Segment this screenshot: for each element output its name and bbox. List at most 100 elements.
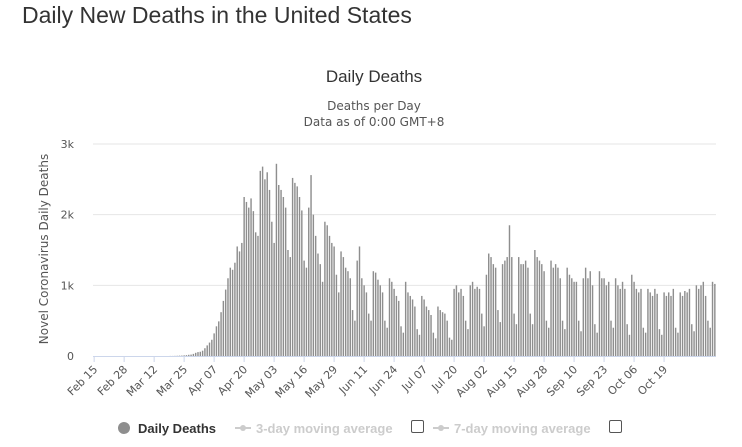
bar[interactable] [381, 292, 384, 356]
bar[interactable] [670, 295, 672, 356]
bar[interactable] [515, 324, 518, 356]
bar[interactable] [464, 320, 467, 356]
bar[interactable] [236, 246, 238, 356]
bar[interactable] [310, 175, 312, 356]
bar[interactable] [631, 274, 633, 356]
bar[interactable] [388, 278, 391, 356]
bar[interactable] [289, 257, 291, 356]
bar[interactable] [391, 281, 393, 356]
bar[interactable] [287, 250, 289, 356]
bar[interactable] [559, 278, 561, 356]
bar[interactable] [460, 288, 462, 356]
bar[interactable] [365, 292, 368, 356]
bar[interactable] [338, 292, 340, 356]
bar[interactable] [587, 278, 589, 356]
bar[interactable] [672, 288, 675, 356]
bar[interactable] [268, 189, 271, 356]
bar[interactable] [594, 324, 596, 356]
bar[interactable] [550, 260, 552, 356]
bar[interactable] [407, 292, 409, 356]
bar[interactable] [651, 295, 654, 356]
bar[interactable] [488, 253, 490, 356]
bar[interactable] [448, 337, 451, 356]
bar[interactable] [529, 313, 531, 356]
bar[interactable] [511, 257, 513, 356]
bar[interactable] [504, 260, 506, 356]
bar[interactable] [358, 246, 361, 356]
bar[interactable] [688, 288, 691, 356]
bar[interactable] [259, 170, 261, 356]
bar[interactable] [481, 313, 483, 356]
bar[interactable] [194, 352, 197, 356]
bar[interactable] [520, 264, 522, 356]
bar[interactable] [192, 353, 195, 356]
legend-checkbox[interactable] [411, 420, 424, 433]
bar[interactable] [589, 271, 591, 356]
bar[interactable] [434, 338, 437, 356]
bar[interactable] [568, 274, 571, 356]
bar[interactable] [714, 283, 716, 356]
bar[interactable] [538, 260, 541, 356]
bar[interactable] [321, 281, 324, 356]
bar[interactable] [506, 257, 508, 356]
bar[interactable] [451, 339, 453, 356]
bar[interactable] [637, 292, 640, 356]
bar[interactable] [619, 288, 621, 356]
bar[interactable] [647, 288, 649, 356]
bar[interactable] [220, 312, 222, 356]
bar[interactable] [252, 211, 255, 356]
bar[interactable] [681, 295, 684, 356]
bar[interactable] [566, 267, 568, 356]
bar[interactable] [658, 329, 661, 356]
bar[interactable] [227, 278, 229, 356]
bar[interactable] [702, 281, 705, 356]
bar[interactable] [499, 322, 501, 356]
bar[interactable] [541, 264, 543, 356]
bar[interactable] [610, 320, 612, 356]
bar[interactable] [531, 324, 534, 356]
bar[interactable] [474, 288, 476, 356]
bar[interactable] [324, 221, 326, 356]
legend-item-7-day-average[interactable]: 7-day moving average [433, 418, 591, 438]
bar[interactable] [211, 339, 213, 356]
bar[interactable] [695, 285, 698, 356]
bar[interactable] [508, 225, 511, 356]
bar[interactable] [478, 288, 481, 356]
bar[interactable] [183, 355, 185, 356]
bar[interactable] [462, 295, 465, 356]
bar[interactable] [640, 288, 642, 356]
bar[interactable] [234, 262, 236, 356]
bar[interactable] [409, 295, 411, 356]
bar[interactable] [404, 281, 407, 356]
bar[interactable] [425, 306, 428, 356]
bar[interactable] [674, 327, 677, 356]
bar[interactable] [513, 313, 515, 356]
bar[interactable] [398, 300, 400, 356]
bar[interactable] [368, 313, 370, 356]
bar[interactable] [467, 329, 469, 356]
bar[interactable] [231, 269, 234, 356]
bar[interactable] [642, 327, 645, 356]
bar[interactable] [291, 177, 294, 356]
bar[interactable] [273, 242, 275, 356]
bar[interactable] [607, 281, 610, 356]
bar[interactable] [305, 267, 308, 356]
bar[interactable] [527, 267, 529, 356]
bar[interactable] [573, 281, 575, 356]
bar[interactable] [229, 267, 232, 356]
bar[interactable] [693, 331, 695, 356]
bar[interactable] [437, 306, 439, 356]
bar[interactable] [711, 281, 714, 356]
bar[interactable] [354, 320, 356, 356]
bar[interactable] [439, 310, 441, 356]
bar[interactable] [402, 332, 405, 356]
bar[interactable] [384, 320, 386, 356]
bar[interactable] [326, 225, 328, 356]
bar[interactable] [294, 182, 296, 356]
bar[interactable] [370, 320, 372, 356]
bar[interactable] [250, 198, 252, 356]
bar[interactable] [633, 281, 635, 356]
bar[interactable] [580, 331, 582, 356]
bar[interactable] [222, 300, 225, 356]
bar[interactable] [534, 250, 536, 356]
